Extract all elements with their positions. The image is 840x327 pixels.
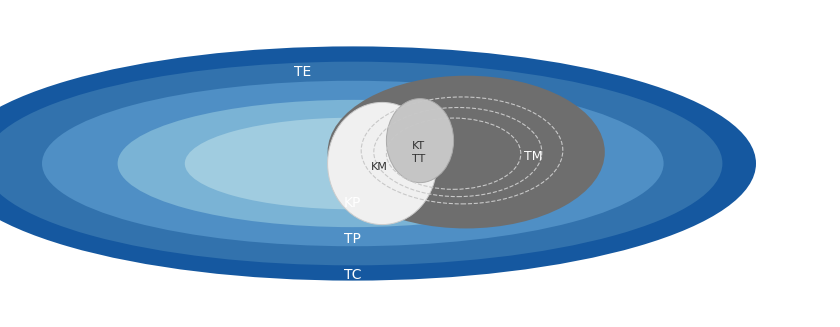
Text: TT: TT xyxy=(412,154,425,164)
Ellipse shape xyxy=(0,46,756,281)
Text: KM: KM xyxy=(371,162,388,172)
Ellipse shape xyxy=(386,99,454,182)
Text: TE: TE xyxy=(294,65,311,79)
Ellipse shape xyxy=(118,100,588,227)
Ellipse shape xyxy=(42,81,664,246)
Ellipse shape xyxy=(0,62,722,265)
Text: KP: KP xyxy=(344,196,361,210)
Text: TP: TP xyxy=(344,232,361,246)
Text: TM: TM xyxy=(524,150,543,164)
Text: KT: KT xyxy=(412,141,425,150)
Ellipse shape xyxy=(328,76,605,229)
Ellipse shape xyxy=(185,118,521,209)
Ellipse shape xyxy=(328,102,437,225)
Text: TC: TC xyxy=(344,268,361,282)
